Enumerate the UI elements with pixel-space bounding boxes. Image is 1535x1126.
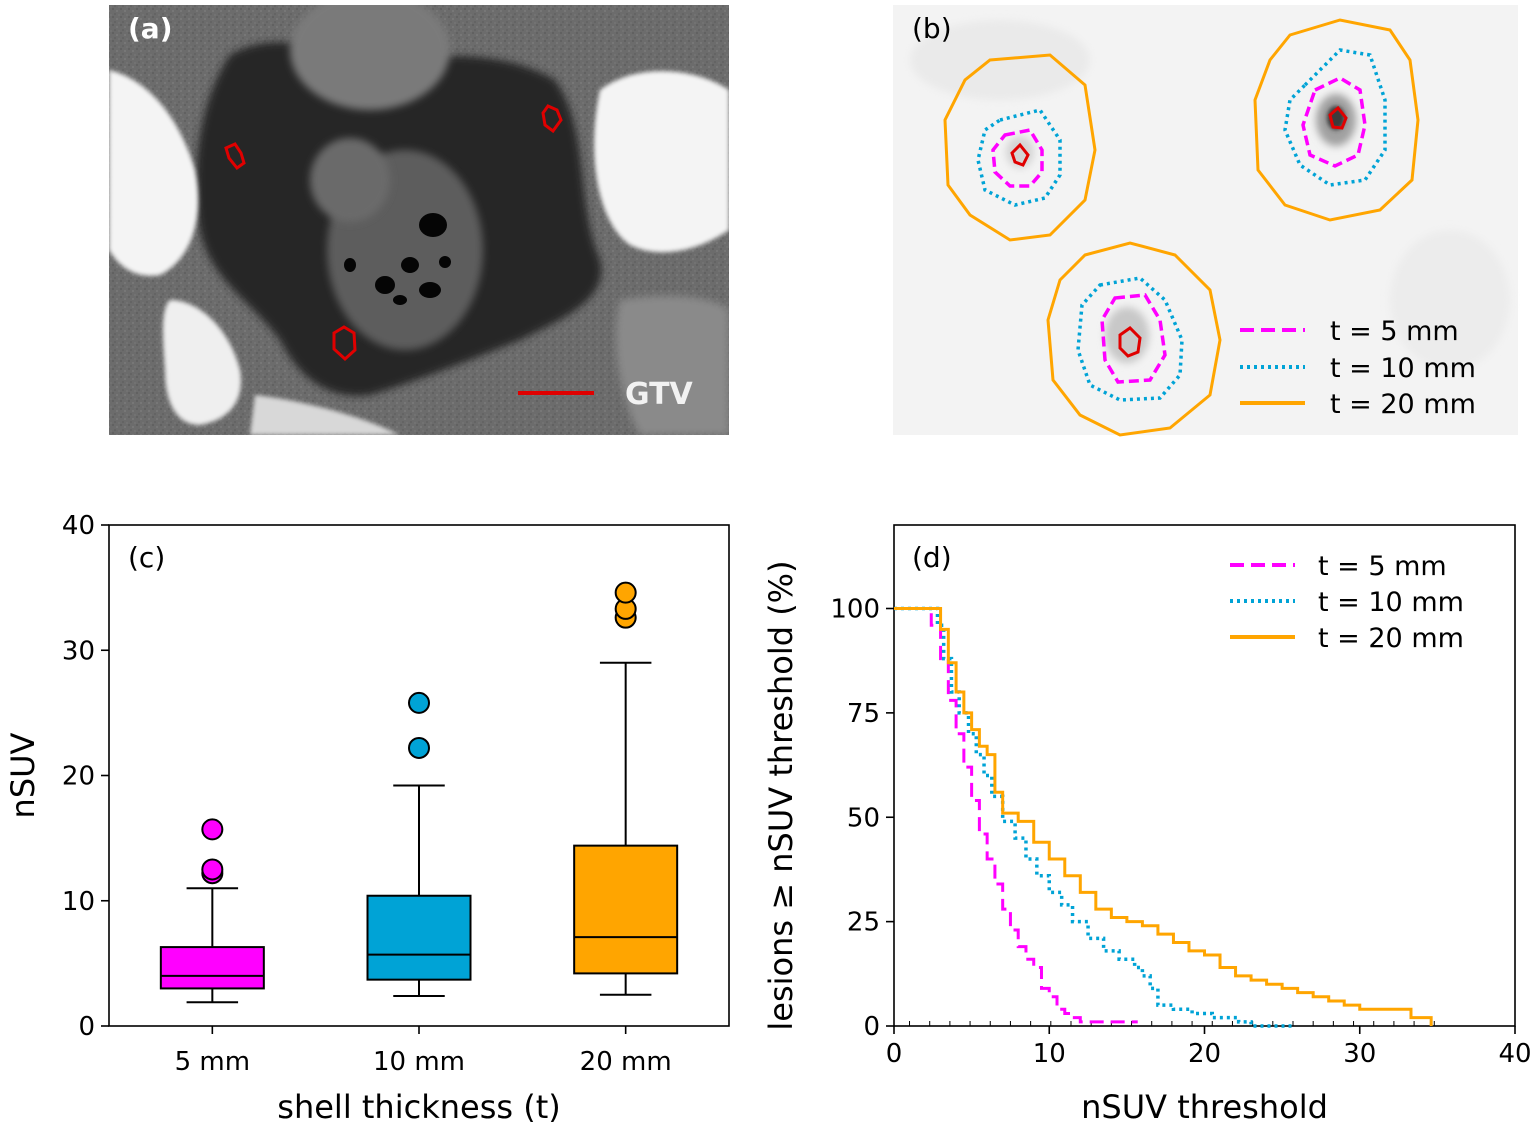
x-tick-label: 5 mm — [175, 1047, 250, 1077]
series-line-2 — [894, 607, 1433, 1026]
series-line-0 — [894, 607, 1138, 1024]
shell-20mm-contour — [1046, 241, 1222, 437]
y-tick-label: 75 — [847, 699, 880, 729]
gtv-contour — [1010, 142, 1030, 167]
gtv-contour — [1328, 105, 1348, 130]
y-tick-label: 30 — [62, 636, 95, 666]
x-tick-label: 20 mm — [580, 1047, 672, 1077]
panel-c-boxplot: 0 10 20 30 40 5 mm 10 mm 20 mm (c) shell thicknes… — [4, 511, 730, 1126]
outlier-point — [201, 858, 224, 881]
series-line-1 — [894, 606, 1295, 1028]
y-tick-label: 0 — [78, 1012, 95, 1042]
x-tick-label: 10 mm — [373, 1047, 465, 1077]
legend-label: t = 5 mm — [1318, 551, 1447, 582]
outlier-point — [408, 736, 430, 759]
y-axis-label: nSUV — [4, 732, 42, 818]
x-tick-label: 10 — [1033, 1039, 1066, 1069]
x-tick-label: 20 — [1188, 1039, 1221, 1069]
x-axis-label: nSUV threshold — [1081, 1088, 1328, 1126]
y-tick-label: 25 — [847, 908, 880, 938]
x-axis-label: shell thickness (t) — [277, 1088, 560, 1126]
outlier-point — [201, 818, 224, 841]
shell-20mm-contour — [1253, 18, 1420, 222]
shell-5mm-contour — [1301, 76, 1367, 168]
shell-5mm-contour — [1100, 293, 1167, 384]
box-10mm — [366, 894, 472, 981]
box-5mm — [159, 946, 265, 990]
y-tick-label: 50 — [847, 803, 880, 833]
gtv-contour — [541, 104, 563, 134]
panel-a-ct-image — [109, 5, 729, 435]
panel-b-pet-image — [893, 5, 1518, 437]
box-20mm — [573, 844, 679, 975]
y-axis-label: lesions ≥ nSUV threshold (%) — [762, 560, 800, 1030]
outlier-point — [614, 581, 637, 604]
panel-b-label: (b) — [912, 12, 952, 45]
legend-label-5mm: t = 5 mm — [1330, 316, 1459, 347]
x-tick-label: 40 — [1498, 1039, 1531, 1069]
shell-10mm-contour — [976, 108, 1062, 207]
y-tick-label: 40 — [62, 511, 95, 541]
shell-10mm-contour — [1076, 276, 1184, 402]
legend-label: t = 20 mm — [1318, 623, 1464, 654]
y-tick-label: 10 — [62, 887, 95, 917]
panel-d-label: (d) — [912, 541, 952, 574]
panel-d-line-chart: 0 25 50 75 100 0 10 20 30 40 t = 5 mm t = 10 mm t = … — [762, 524, 1532, 1126]
panel-c-label: (c) — [128, 541, 165, 574]
gtv-contour — [332, 325, 357, 362]
shell-20mm-contour — [943, 53, 1097, 242]
y-tick-label: 0 — [863, 1012, 880, 1042]
gtv-legend-label: GTV — [625, 377, 694, 412]
panel-b-legend: t = 5 mm t = 10 mm t = 20 mm — [1240, 316, 1476, 420]
y-tick-label: 20 — [62, 762, 95, 792]
legend-label-10mm: t = 10 mm — [1330, 353, 1476, 384]
x-tick-label: 30 — [1343, 1039, 1376, 1069]
gtv-contour — [224, 142, 246, 171]
legend-label: t = 10 mm — [1318, 587, 1464, 618]
x-tick-label: 0 — [886, 1039, 903, 1069]
shell-5mm-contour — [991, 128, 1044, 188]
legend-label-20mm: t = 20 mm — [1330, 389, 1476, 420]
y-tick-label: 100 — [830, 595, 880, 625]
outlier-point — [408, 691, 430, 714]
gtv-contour — [1118, 326, 1142, 358]
panel-a-label: (a) — [128, 12, 173, 45]
